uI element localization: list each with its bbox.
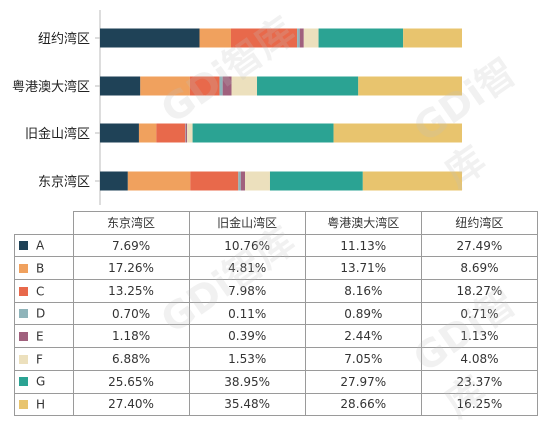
row-header: A xyxy=(15,234,74,257)
row-header: H xyxy=(15,393,74,416)
table-cell: 27.40% xyxy=(73,393,189,416)
table-cell: 8.69% xyxy=(421,257,537,280)
table-cell: 6.88% xyxy=(73,348,189,371)
bar-segment-a xyxy=(100,29,200,48)
category-label: 纽约湾区 xyxy=(38,31,90,47)
table-cell: 25.65% xyxy=(73,370,189,393)
series-name: C xyxy=(36,284,44,298)
legend-swatch xyxy=(19,309,28,318)
category-label: 粤港澳大湾区 xyxy=(12,79,90,95)
category-label: 东京湾区 xyxy=(38,174,90,190)
bar-segment-a xyxy=(100,172,128,191)
column-header-gba: 粤港澳大湾区 xyxy=(305,212,421,235)
table-cell: 0.89% xyxy=(305,302,421,325)
table-cell: 11.13% xyxy=(305,234,421,257)
bar-segment-e xyxy=(241,172,245,191)
table-cell: 13.71% xyxy=(305,257,421,280)
legend-swatch xyxy=(19,287,28,296)
series-name: A xyxy=(36,239,44,253)
bar-segment-a xyxy=(100,124,139,143)
table-cell: 7.05% xyxy=(305,348,421,371)
bar-segment-b xyxy=(139,124,156,143)
bar-segment-g xyxy=(270,172,363,191)
legend-swatch xyxy=(19,332,28,341)
bar-segment-b xyxy=(128,172,190,191)
series-name: E xyxy=(36,330,44,344)
bar-segment-c xyxy=(190,172,238,191)
category-label: 旧金山湾区 xyxy=(25,126,90,142)
series-name: F xyxy=(36,352,43,366)
legend-swatch xyxy=(19,241,28,250)
table-cell: 28.66% xyxy=(305,393,421,416)
table-cell: 8.16% xyxy=(305,280,421,303)
column-header-newyork: 纽约湾区 xyxy=(421,212,537,235)
table-cell: 35.48% xyxy=(189,393,305,416)
table-cell: 7.69% xyxy=(73,234,189,257)
table-cell: 38.95% xyxy=(189,370,305,393)
series-name: B xyxy=(36,261,44,275)
legend-swatch xyxy=(19,264,28,273)
table-cell: 0.39% xyxy=(189,325,305,348)
series-name: D xyxy=(36,307,45,321)
series-name: G xyxy=(36,375,45,389)
table-cell: 17.26% xyxy=(73,257,189,280)
bar-segment-f xyxy=(304,29,319,48)
row-header: F xyxy=(15,348,74,371)
row-header: C xyxy=(15,280,74,303)
legend-swatch xyxy=(19,377,28,386)
legend-swatch xyxy=(19,400,28,409)
bar-segment-g xyxy=(257,77,358,96)
table-cell: 27.97% xyxy=(305,370,421,393)
row-header: B xyxy=(15,257,74,280)
series-name: H xyxy=(36,398,45,412)
bar-segment-d xyxy=(238,172,241,191)
row-header: D xyxy=(15,302,74,325)
bar-segment-h xyxy=(403,29,462,48)
row-header: G xyxy=(15,370,74,393)
column-header-tokyo: 东京湾区 xyxy=(73,212,189,235)
table-cell: 27.49% xyxy=(421,234,537,257)
bar-segment-f xyxy=(245,172,270,191)
table-cell: 1.53% xyxy=(189,348,305,371)
bar-segment-g xyxy=(193,124,334,143)
legend-swatch xyxy=(19,355,28,364)
table-corner xyxy=(15,212,74,235)
bar-segment-a xyxy=(100,77,140,96)
bar-segment-g xyxy=(319,29,404,48)
row-header: E xyxy=(15,325,74,348)
